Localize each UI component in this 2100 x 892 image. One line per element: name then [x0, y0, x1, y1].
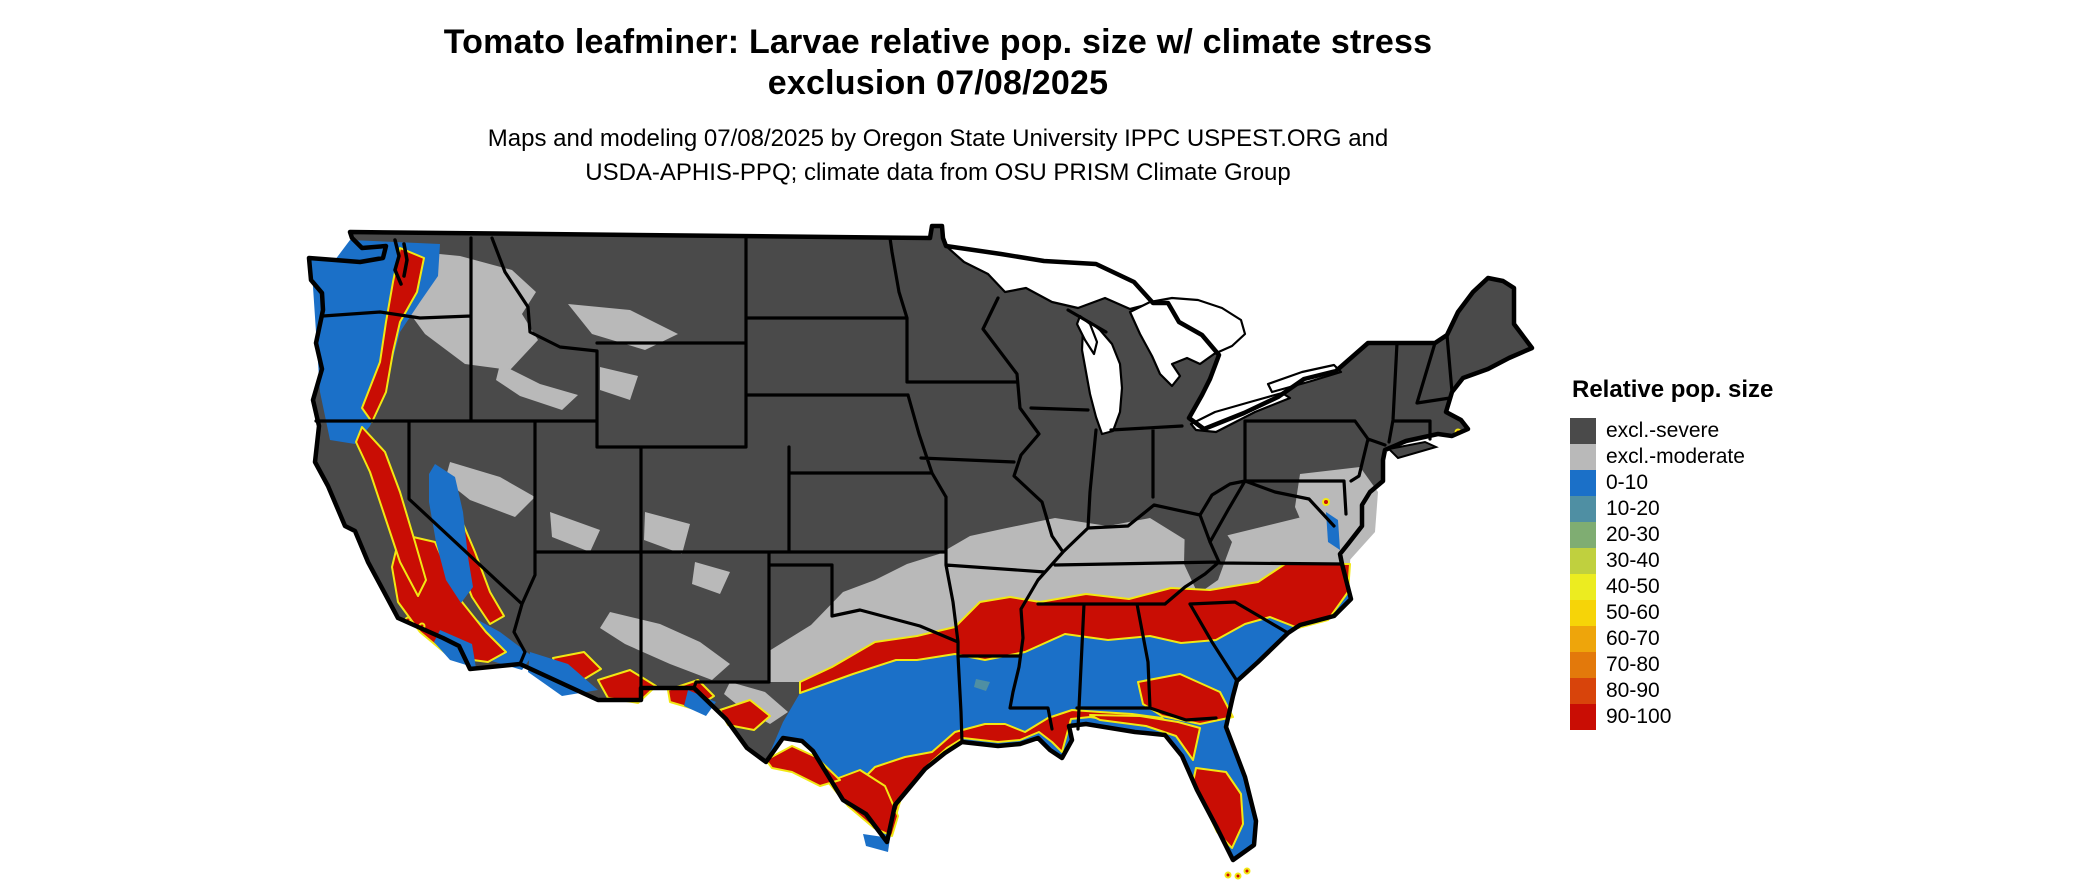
legend-label: 50-60	[1606, 601, 1660, 624]
legend-label: 40-50	[1606, 575, 1660, 598]
legend-swatch	[1570, 496, 1596, 522]
title-line-2: exclusion 07/08/2025	[767, 64, 1109, 102]
legend-item: 10-20	[1570, 496, 1890, 522]
blue-el-paso-valley	[684, 690, 716, 716]
red-florida-keys-3	[1243, 867, 1251, 875]
state-borders	[314, 236, 1454, 744]
lake-huron	[1128, 296, 1247, 388]
moderate-colorado-patch-2	[692, 562, 730, 594]
moderate-west-texas-patch	[724, 682, 788, 724]
red-south-texas	[827, 769, 899, 837]
page-title: Tomato leafminer: Larvae relative pop. s…	[0, 22, 1876, 104]
legend-item: excl.-severe	[1570, 418, 1890, 444]
subtitle-line-2: USDA-APHIS-PPQ; climate data from OSU PR…	[585, 159, 1291, 186]
legend-title: Relative pop. size	[1572, 376, 1774, 403]
legend-swatch	[1570, 652, 1596, 678]
legend: Relative pop. size excl.-severe excl.-mod…	[1570, 376, 1890, 730]
moderate-nevada-patch-1	[445, 462, 535, 517]
legend-label: 60-70	[1606, 627, 1660, 650]
map-regions-pop-0-10-accents	[429, 464, 1340, 852]
legend-label: excl.-severe	[1606, 419, 1720, 442]
red-chesapeake-speck	[1322, 498, 1330, 506]
legend-item: 80-90	[1570, 678, 1890, 704]
page-subtitle: Maps and modeling 07/08/2025 by Oregon S…	[0, 122, 1876, 190]
blue-arizona-low-desert	[528, 652, 598, 696]
legend-label: 70-80	[1606, 653, 1660, 676]
legend-item: 70-80	[1570, 652, 1890, 678]
legend-label: 80-90	[1606, 679, 1660, 702]
legend-item: 40-50	[1570, 574, 1890, 600]
legend-item: 50-60	[1570, 600, 1890, 626]
puget-sound	[393, 238, 409, 286]
moderate-snake-plain	[496, 364, 578, 410]
legend-item: 90-100	[1570, 704, 1890, 730]
legend-swatch	[1570, 444, 1596, 470]
legend-label: 30-40	[1606, 549, 1660, 572]
red-florida-panhandle	[1089, 714, 1201, 761]
moderate-midatlantic-coastal	[1295, 467, 1378, 562]
legend-label: 0-10	[1606, 471, 1649, 494]
legend-swatch	[1570, 548, 1596, 574]
red-california-coast-range	[355, 426, 427, 597]
legend-swatch	[1570, 470, 1596, 496]
legend-swatch	[1570, 704, 1596, 730]
legend-label: 20-30	[1606, 523, 1660, 546]
subtitle-line-1: Maps and modeling 07/08/2025 by Oregon S…	[487, 125, 1389, 152]
legend-item: 30-40	[1570, 548, 1890, 574]
us-risk-map	[306, 223, 1535, 880]
title-line-1: Tomato leafminer: Larvae relative pop. s…	[443, 23, 1433, 61]
legend-item: excl.-moderate	[1570, 444, 1890, 470]
legend-swatch	[1570, 574, 1596, 600]
red-willamette-puget-corridor	[361, 247, 425, 423]
map-national-outline	[306, 223, 1535, 863]
teal-pontchartrain-speck	[974, 679, 990, 691]
legend-item: 20-30	[1570, 522, 1890, 548]
legend-label: 90-100	[1606, 705, 1672, 728]
legend-rows: excl.-severe excl.-moderate 0-10 10-20 20-30…	[1570, 418, 1890, 730]
legend-swatch	[1570, 626, 1596, 652]
legend-label: 10-20	[1606, 497, 1660, 520]
moderate-colorado-patch-1	[644, 512, 690, 554]
legend-swatch	[1570, 678, 1596, 704]
moderate-nevada-patch-2	[550, 512, 600, 552]
long-island	[1386, 440, 1439, 460]
blue-california-central-valley	[429, 464, 473, 603]
moderate-yellowstone-patch	[600, 367, 638, 400]
legend-swatch	[1570, 522, 1596, 548]
moderate-montana-patch	[568, 304, 678, 350]
red-florida-keys-1	[1224, 871, 1232, 879]
legend-swatch	[1570, 418, 1596, 444]
legend-swatch	[1570, 600, 1596, 626]
moderate-arizona-newmexico-patch	[600, 612, 730, 680]
red-florida-keys-2	[1234, 872, 1242, 880]
legend-item: 0-10	[1570, 470, 1890, 496]
legend-item: 60-70	[1570, 626, 1890, 652]
map-appalachian-severe-tongue	[1184, 517, 1232, 594]
legend-label: excl.-moderate	[1606, 445, 1745, 468]
